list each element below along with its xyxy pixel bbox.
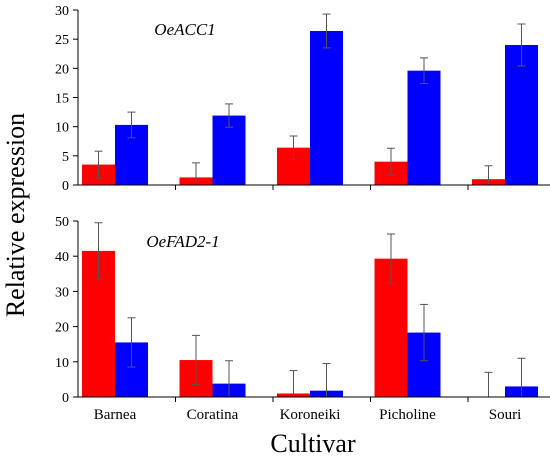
fad2-errorbar-picholine-blue — [420, 303, 428, 362]
acc1-bar-souri-blue — [505, 45, 538, 185]
fad2-y-tick-label: 10 — [55, 356, 69, 371]
acc1-y-tick-label: 15 — [55, 92, 69, 107]
acc1-title: OeACC1 — [154, 20, 215, 39]
fad2-errorbar-souri-red — [484, 371, 493, 397]
fad2-y-tick-label: 30 — [55, 285, 69, 300]
acc1-errorbar-coratina-blue — [225, 103, 233, 128]
acc1-errorbar-souri-blue — [517, 23, 526, 67]
acc1-errorbar-picholine-blue — [420, 57, 428, 84]
fad2-errorbar-koroneiki-red — [289, 370, 298, 397]
fad2-title: OeFAD2-1 — [146, 232, 219, 251]
x-axis-title: Cultivar — [270, 429, 356, 458]
acc1-errorbar-coratina-red — [192, 162, 200, 185]
fad2-errorbar-barnea-red — [94, 222, 103, 280]
acc1-errorbar-koroneiki-red — [289, 135, 298, 160]
fad2-errorbar-coratina-blue — [225, 360, 233, 397]
acc1-y-tick-label: 30 — [55, 4, 69, 19]
fad2-errorbar-coratina-red — [192, 334, 200, 386]
fad2-y-tick-label: 50 — [55, 215, 69, 230]
acc1-y-tick-label: 5 — [62, 150, 69, 165]
acc1-errorbar-picholine-red — [387, 147, 395, 176]
acc1-errorbar-koroneiki-blue — [322, 13, 331, 49]
fad2-y-tick-label: 40 — [55, 250, 69, 265]
fad2-errorbar-koroneiki-blue — [322, 363, 331, 397]
fad2-errorbar-picholine-red — [387, 233, 395, 284]
acc1-errorbar-souri-red — [484, 165, 493, 185]
acc1-errorbar-barnea-blue — [127, 111, 136, 139]
x-tick-label-koroneiki: Koroneiki — [280, 407, 341, 423]
y-axis-title: Relative expression — [1, 113, 30, 317]
acc1-y-tick-label: 10 — [55, 121, 69, 136]
acc1-errorbar-barnea-red — [94, 150, 103, 179]
acc1-y-tick-label: 0 — [62, 179, 69, 194]
acc1-bar-picholine-blue — [407, 70, 441, 185]
acc1-y-tick-label: 20 — [55, 62, 69, 77]
fad2-y-tick-label: 0 — [62, 391, 69, 406]
chart-fad2: 0 10 20 30 40 50 Barnea Coratina Koroneiki Pichol… — [55, 215, 550, 423]
acc1-y-tick-label: 25 — [55, 33, 69, 48]
x-tick-label-souri: Souri — [489, 407, 522, 423]
x-tick-label-picholine: Picholine — [379, 407, 436, 423]
x-tick-label-coratina: Coratina — [187, 407, 239, 423]
chart-acc1: 0 5 10 15 20 25 30 OeACC1 — [55, 4, 550, 194]
fad2-y-tick-label: 20 — [55, 321, 69, 336]
x-tick-label-barnea: Barnea — [94, 407, 137, 423]
fad2-errorbar-souri-blue — [517, 357, 526, 397]
fad2-errorbar-barnea-blue — [127, 317, 136, 368]
acc1-bar-koroneiki-blue — [310, 31, 343, 185]
